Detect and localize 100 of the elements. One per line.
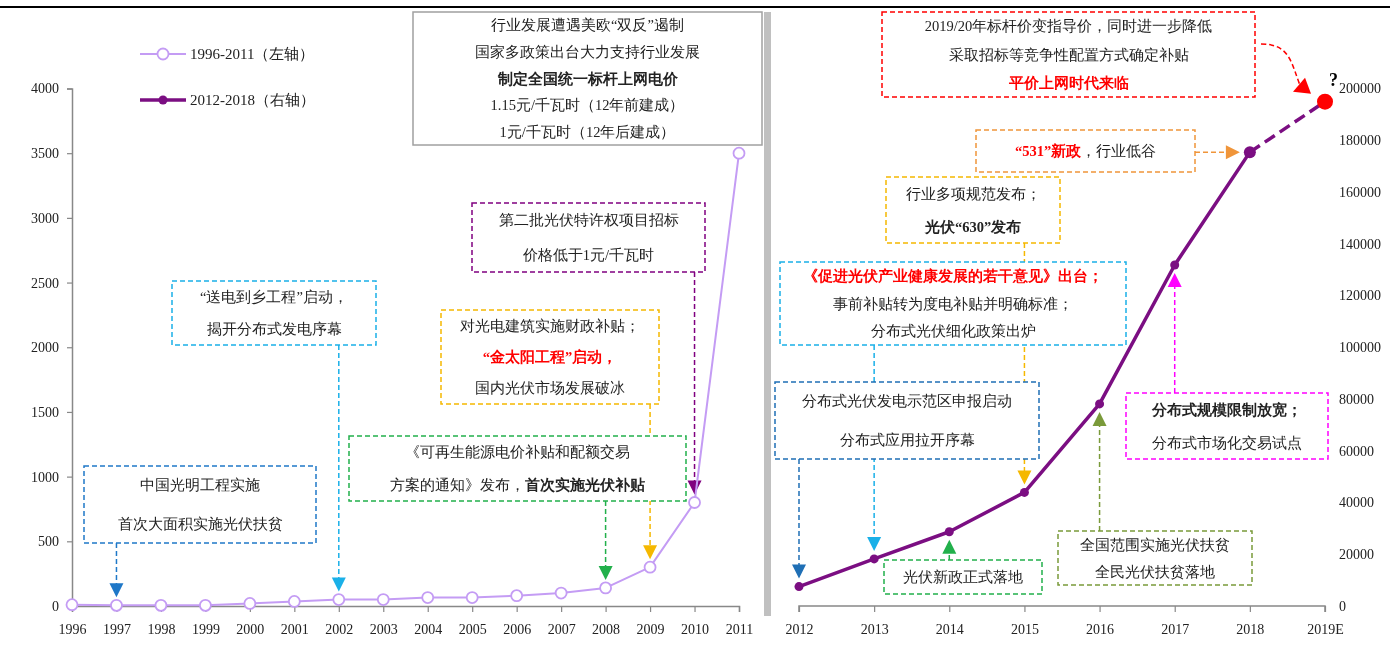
- text: 制定全国统一标杆上网电价: [496, 69, 679, 87]
- point: [332, 593, 346, 606]
- y-tick-label: 1000: [31, 469, 59, 485]
- x-tick-label: 2011: [725, 621, 754, 637]
- annotation: 《促进光伏产业健康发展的若干意见》出台；: [803, 266, 1103, 284]
- point: [465, 591, 479, 604]
- x-tick-label: 2001: [280, 621, 309, 637]
- y2-tick-label: 140000: [1339, 236, 1381, 252]
- x-tick-label: 2007: [547, 621, 576, 637]
- x-tick-label: 2019E: [1307, 621, 1344, 637]
- y2-tick-label: 20000: [1339, 547, 1374, 563]
- point: [643, 560, 657, 574]
- annotation: ，行业低谷: [1081, 143, 1157, 159]
- annotation: 行业多项规范发布；: [905, 185, 1041, 202]
- legend-label: 1996-2011（左轴）: [190, 46, 315, 62]
- x-tick-label: 2009: [636, 621, 665, 637]
- x-tick-label: 1998: [147, 621, 176, 637]
- text: 国家多政策出台大力支持行业发展: [475, 43, 700, 60]
- point: [199, 598, 212, 612]
- annotation: “金太阳工程”启动，: [482, 348, 618, 365]
- x-tick-label: 2010: [681, 621, 710, 637]
- annotation: 分布式应用拉开序幕: [839, 431, 975, 448]
- annotation: 中国光明工程实施: [140, 477, 260, 494]
- annotation: 国内光伏市场发展破冰: [475, 380, 625, 397]
- point: [1019, 487, 1029, 497]
- y2-tick-label: 80000: [1339, 391, 1374, 407]
- y-tick-label: 3000: [31, 210, 59, 226]
- text: 2019/20年标杆价变指导价，同时进一步降低: [924, 18, 1213, 35]
- text: 采取招标等竞争性配置方式确定补贴: [948, 46, 1189, 63]
- annotation: 揭开分布式发电序幕: [206, 321, 342, 337]
- x-tick-label: 2016: [1086, 621, 1115, 637]
- x-tick-label: 2005: [458, 621, 487, 637]
- point: [1317, 93, 1333, 110]
- point: [376, 593, 390, 606]
- point: [688, 496, 701, 509]
- annotation: 首次实施光伏补贴: [524, 475, 645, 493]
- y2-tick-label: 160000: [1339, 184, 1381, 200]
- x-tick-label: 2004: [414, 621, 443, 637]
- point: [1170, 260, 1180, 270]
- annotation: 首次大面积实施光伏扶贫: [117, 515, 283, 532]
- x-tick-label: 1999: [191, 621, 220, 637]
- x-tick-label: 2000: [236, 621, 265, 637]
- point: [287, 595, 301, 608]
- annotation: 全民光伏扶贫落地: [1095, 563, 1215, 580]
- y2-tick-label: 0: [1339, 598, 1346, 614]
- y2-tick-label: 60000: [1339, 443, 1374, 459]
- annotation: 全国范围实施光伏扶贫: [1080, 536, 1230, 553]
- point: [599, 581, 612, 595]
- annotation: 1元/千瓦时（12年后建成）: [499, 123, 676, 140]
- x-tick-label: 1997: [102, 621, 131, 637]
- x-tick-label: 2003: [369, 621, 398, 637]
- x-tick-label: 2002: [325, 621, 354, 637]
- annotation: 价格低于1元/千瓦时: [521, 246, 655, 263]
- x-tick-label: 2014: [935, 621, 964, 637]
- text: 行业发展遭遇美欧“双反”遏制: [491, 17, 684, 34]
- x-tick-label: 2017: [1161, 621, 1190, 637]
- point: [794, 582, 804, 592]
- x-tick-label: 2018: [1236, 621, 1265, 637]
- point: [421, 591, 435, 604]
- point: [554, 586, 568, 600]
- y-tick-label: 500: [38, 534, 59, 550]
- legend-label: 2012-2018（右轴）: [190, 92, 315, 108]
- point: [944, 527, 954, 537]
- y-tick-label: 2500: [31, 275, 59, 291]
- annotation: 光伏“630”发布: [923, 218, 1022, 235]
- x-tick-label: 1996: [58, 621, 87, 637]
- annotation: 方案的通知》发布，: [390, 476, 525, 493]
- annotation: 《可再生能源电价补贴和配额交易: [405, 444, 630, 461]
- annotation: 光伏新政正式落地: [903, 569, 1023, 585]
- annotation: 第二批光伏特许权项目招标: [498, 212, 679, 229]
- annotation: 事前补贴转为度电补贴并明确标准；: [833, 295, 1073, 312]
- y2-tick-label: 100000: [1339, 340, 1381, 356]
- y-tick-label: 4000: [31, 81, 59, 97]
- annotation: “送电到乡工程”启动，: [200, 289, 348, 305]
- x-tick-label: 2012: [785, 621, 814, 637]
- y-tick-label: 0: [52, 598, 59, 614]
- point: [154, 598, 168, 612]
- y-tick-label: 2000: [31, 340, 59, 356]
- point: [65, 598, 79, 612]
- point: [510, 589, 524, 603]
- point: [243, 597, 257, 610]
- annotation: 分布式规模限制放宽；: [1151, 400, 1302, 418]
- point: [1095, 399, 1105, 409]
- y2-tick-label: 200000: [1339, 81, 1381, 97]
- y-tick-label: 3500: [31, 146, 59, 162]
- annotation: 分布式光伏发电示范区申报启动: [802, 393, 1012, 410]
- point: [732, 146, 746, 160]
- point: [869, 554, 879, 564]
- annotation: 1.15元/千瓦时（12年前建成）: [490, 97, 685, 114]
- y-tick-label: 1500: [31, 404, 59, 420]
- y2-tick-label: 40000: [1339, 495, 1374, 511]
- annotation: “531”新政: [1014, 142, 1083, 159]
- annotation: 分布式光伏细化政策出炉: [870, 323, 1036, 340]
- annotation: 平价上网时代来临: [1007, 74, 1129, 91]
- x-tick-label: 2008: [592, 621, 621, 637]
- y2-tick-label: 120000: [1339, 288, 1381, 304]
- x-tick-label: 2006: [503, 621, 532, 637]
- text: ?: [1329, 69, 1338, 90]
- point: [110, 598, 123, 612]
- annotation: 分布式市场化交易试点: [1152, 434, 1302, 451]
